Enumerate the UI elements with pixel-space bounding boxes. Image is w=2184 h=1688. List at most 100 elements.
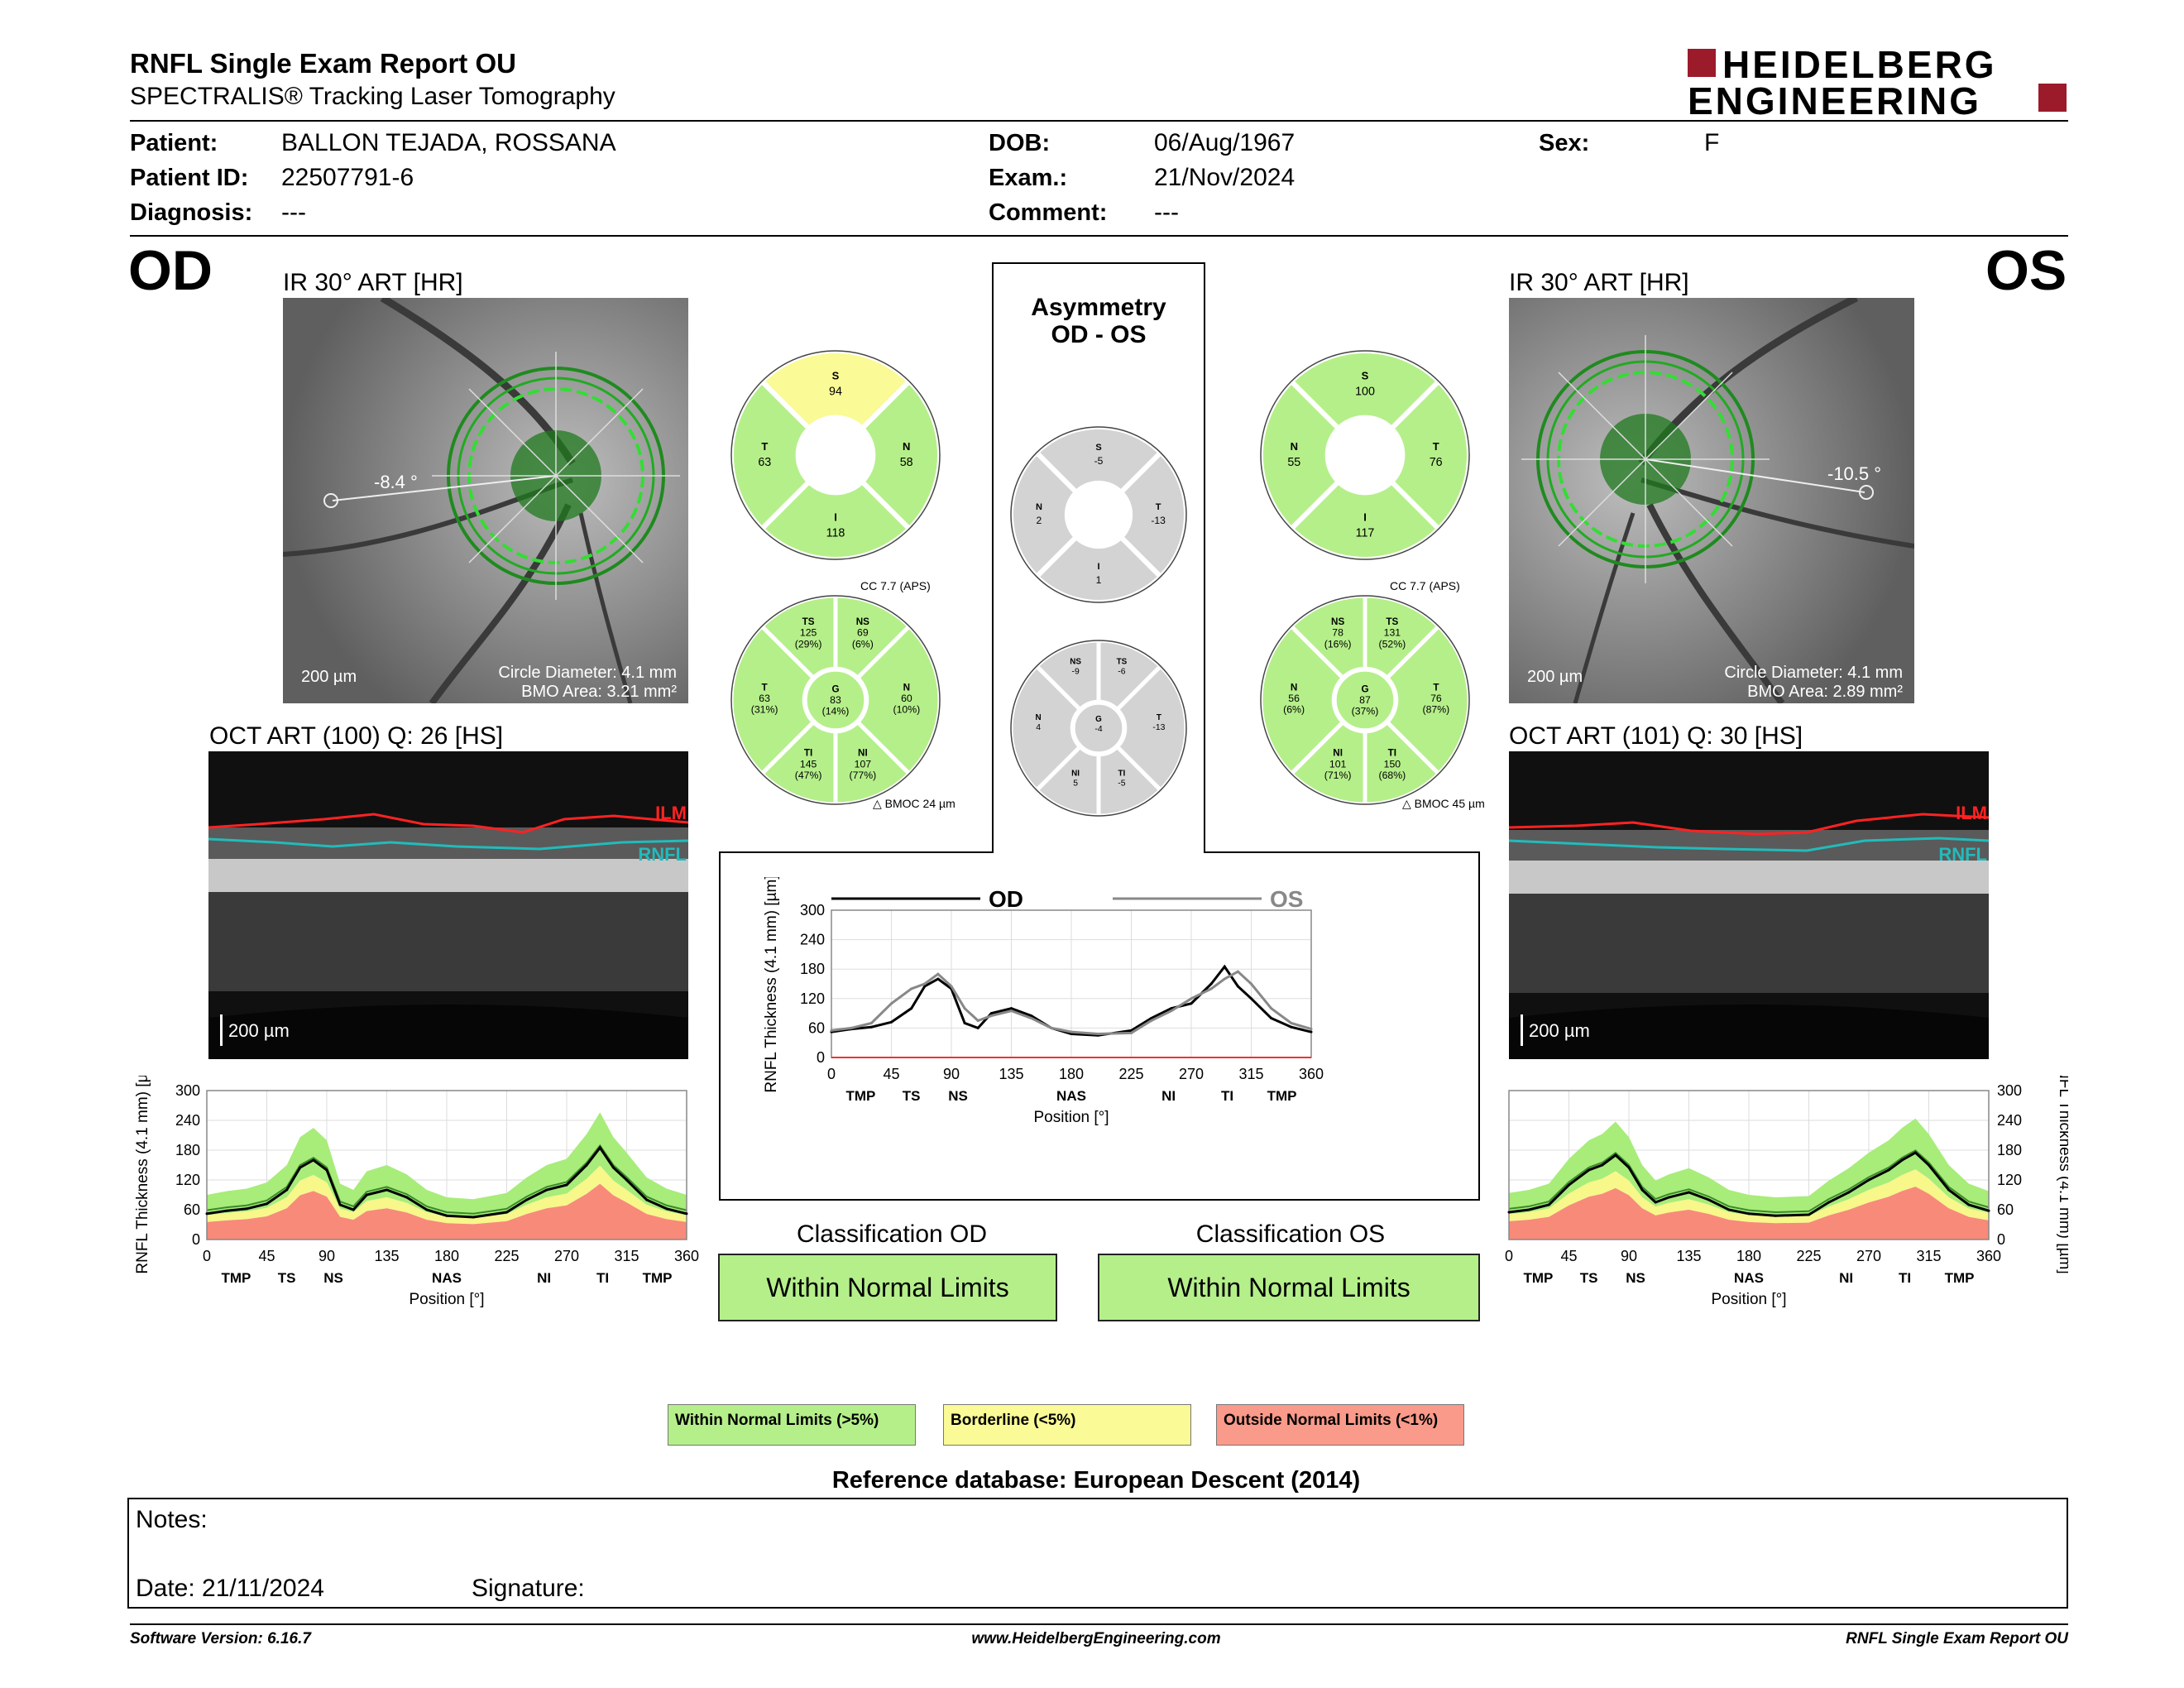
- patient-id-label: Patient ID:: [130, 165, 249, 191]
- sector-t-label: T: [1156, 502, 1161, 512]
- data-point: [850, 1026, 853, 1029]
- sector-n-label: N: [903, 440, 910, 453]
- os-ir-title: IR 30° ART [HR]: [1509, 269, 1689, 296]
- exam-label: Exam.:: [989, 165, 1068, 191]
- x-tick-label: 270: [1179, 1066, 1204, 1082]
- x-tick-label: 360: [1299, 1066, 1324, 1082]
- sector-axis-label: NS: [948, 1088, 968, 1104]
- x-axis-label: Position [°]: [409, 1291, 484, 1308]
- data-point: [625, 1178, 628, 1182]
- sector-axis-label: TI: [596, 1270, 609, 1286]
- sector-ts-percent: (29%): [795, 638, 822, 650]
- notes-label: Notes:: [136, 1506, 208, 1533]
- sector-ns-label: NS: [1331, 616, 1344, 627]
- os-bmoc-text: BMOC 45 µm: [1414, 797, 1485, 810]
- y-tick-label: 60: [808, 1019, 825, 1036]
- sector-n-percent: (6%): [1283, 704, 1305, 716]
- data-point: [405, 1196, 409, 1199]
- data-point: [445, 1214, 448, 1217]
- data-point: [1030, 1014, 1033, 1018]
- band-borderline: [1509, 1169, 1989, 1224]
- data-point: [1913, 1151, 1917, 1154]
- y-tick-label: 60: [1997, 1201, 2014, 1218]
- sector-i-label: I: [1097, 562, 1099, 572]
- sector-t-value: 63: [759, 693, 770, 704]
- sector-ni-value: 5: [1073, 779, 1078, 788]
- data-point: [976, 1026, 979, 1029]
- sector-i-value: 117: [1356, 527, 1375, 540]
- data-point: [1236, 985, 1239, 988]
- data-point: [963, 1007, 966, 1010]
- x-tick-label: 225: [1118, 1066, 1143, 1082]
- data-point: [1688, 1191, 1690, 1194]
- data-point: [225, 1209, 228, 1212]
- y-tick-label: 120: [175, 1172, 200, 1188]
- od-angle: -8.4 °: [374, 472, 418, 492]
- od-oct-scale: 200 µm: [228, 1020, 290, 1041]
- x-tick-label: 315: [1238, 1066, 1263, 1082]
- od-oct-title: OCT ART (100) Q: 26 [HS]: [209, 722, 504, 750]
- x-tick-label: 360: [1976, 1248, 2001, 1264]
- od-rnfl-label: RNFL: [638, 844, 687, 865]
- x-tick-label: 90: [318, 1248, 335, 1264]
- y-axis-label: RNFL Thickness (4.1 mm) [µm]: [134, 1076, 151, 1274]
- data-point: [525, 1198, 529, 1201]
- data-point: [869, 1021, 873, 1024]
- x-tick-label: 0: [203, 1248, 211, 1264]
- data-point: [299, 1166, 302, 1169]
- x-tick-label: 45: [258, 1248, 275, 1264]
- sector-n-label: N: [903, 682, 910, 693]
- x-tick-label: 45: [883, 1066, 899, 1082]
- data-point: [545, 1188, 548, 1192]
- sector-s-label: S: [832, 369, 840, 381]
- sector-axis-label: TMP: [221, 1270, 251, 1286]
- data-point: [923, 982, 927, 985]
- comment-label: Comment:: [989, 199, 1108, 226]
- diagnosis-value: ---: [281, 199, 306, 226]
- data-point: [1290, 1025, 1293, 1029]
- sector-ns-label: NS: [856, 616, 869, 627]
- x-tick-label: 315: [1916, 1248, 1941, 1264]
- sector-n-value: 2: [1037, 515, 1042, 526]
- data-point: [1310, 1028, 1313, 1031]
- od-eye-label: OD: [128, 239, 213, 302]
- footer-website[interactable]: www.HeidelbergEngineering.com: [971, 1630, 1221, 1647]
- y-tick-label: 300: [1997, 1082, 2022, 1099]
- data-point: [1867, 1178, 1870, 1182]
- comment-value: ---: [1154, 199, 1179, 226]
- asymmetry-subtitle: OD - OS: [1051, 321, 1147, 348]
- sector-i-label: I: [1363, 511, 1367, 524]
- sector-ns-label: NS: [1070, 658, 1081, 667]
- od-fundus-svg: [283, 298, 688, 703]
- os-cc: CC 7.7 (APS): [1390, 579, 1460, 592]
- data-point: [1150, 1019, 1153, 1022]
- diagnosis-label: Diagnosis:: [130, 199, 253, 226]
- sector-t-label: T: [1157, 713, 1161, 722]
- y-tick-label: 240: [800, 932, 825, 948]
- x-axis-label: Position [°]: [1033, 1109, 1109, 1126]
- sector-ti-value: -5: [1118, 779, 1125, 788]
- sector-axis-label: NAS: [432, 1270, 462, 1286]
- data-point: [245, 1207, 248, 1211]
- sector-ti-label: TI: [1388, 748, 1396, 759]
- data-point: [1130, 1031, 1133, 1034]
- sector-ni-label: NI: [1071, 769, 1080, 778]
- data-point: [910, 987, 913, 990]
- od-bmoc: △ BMOC 24 µm: [873, 797, 956, 810]
- x-tick-label: 180: [1059, 1066, 1084, 1082]
- sector-g-label: G: [831, 683, 839, 694]
- sector-t-label: T: [761, 440, 768, 453]
- legend-onl: Outside Normal Limits (<1%): [1216, 1404, 1464, 1446]
- data-point: [1627, 1166, 1631, 1169]
- os-oct-svg: [1509, 751, 1989, 1059]
- sector-n-label: N: [1036, 502, 1042, 512]
- y-tick-label: 240: [175, 1112, 200, 1129]
- od-scale: 200 µm: [301, 668, 357, 686]
- y-tick-label: 0: [1997, 1231, 2005, 1248]
- data-point: [1601, 1163, 1604, 1167]
- od-cc: CC 7.7 (APS): [860, 579, 931, 592]
- data-point: [1270, 1017, 1273, 1020]
- exam-value: 21/Nov/2024: [1154, 164, 1296, 191]
